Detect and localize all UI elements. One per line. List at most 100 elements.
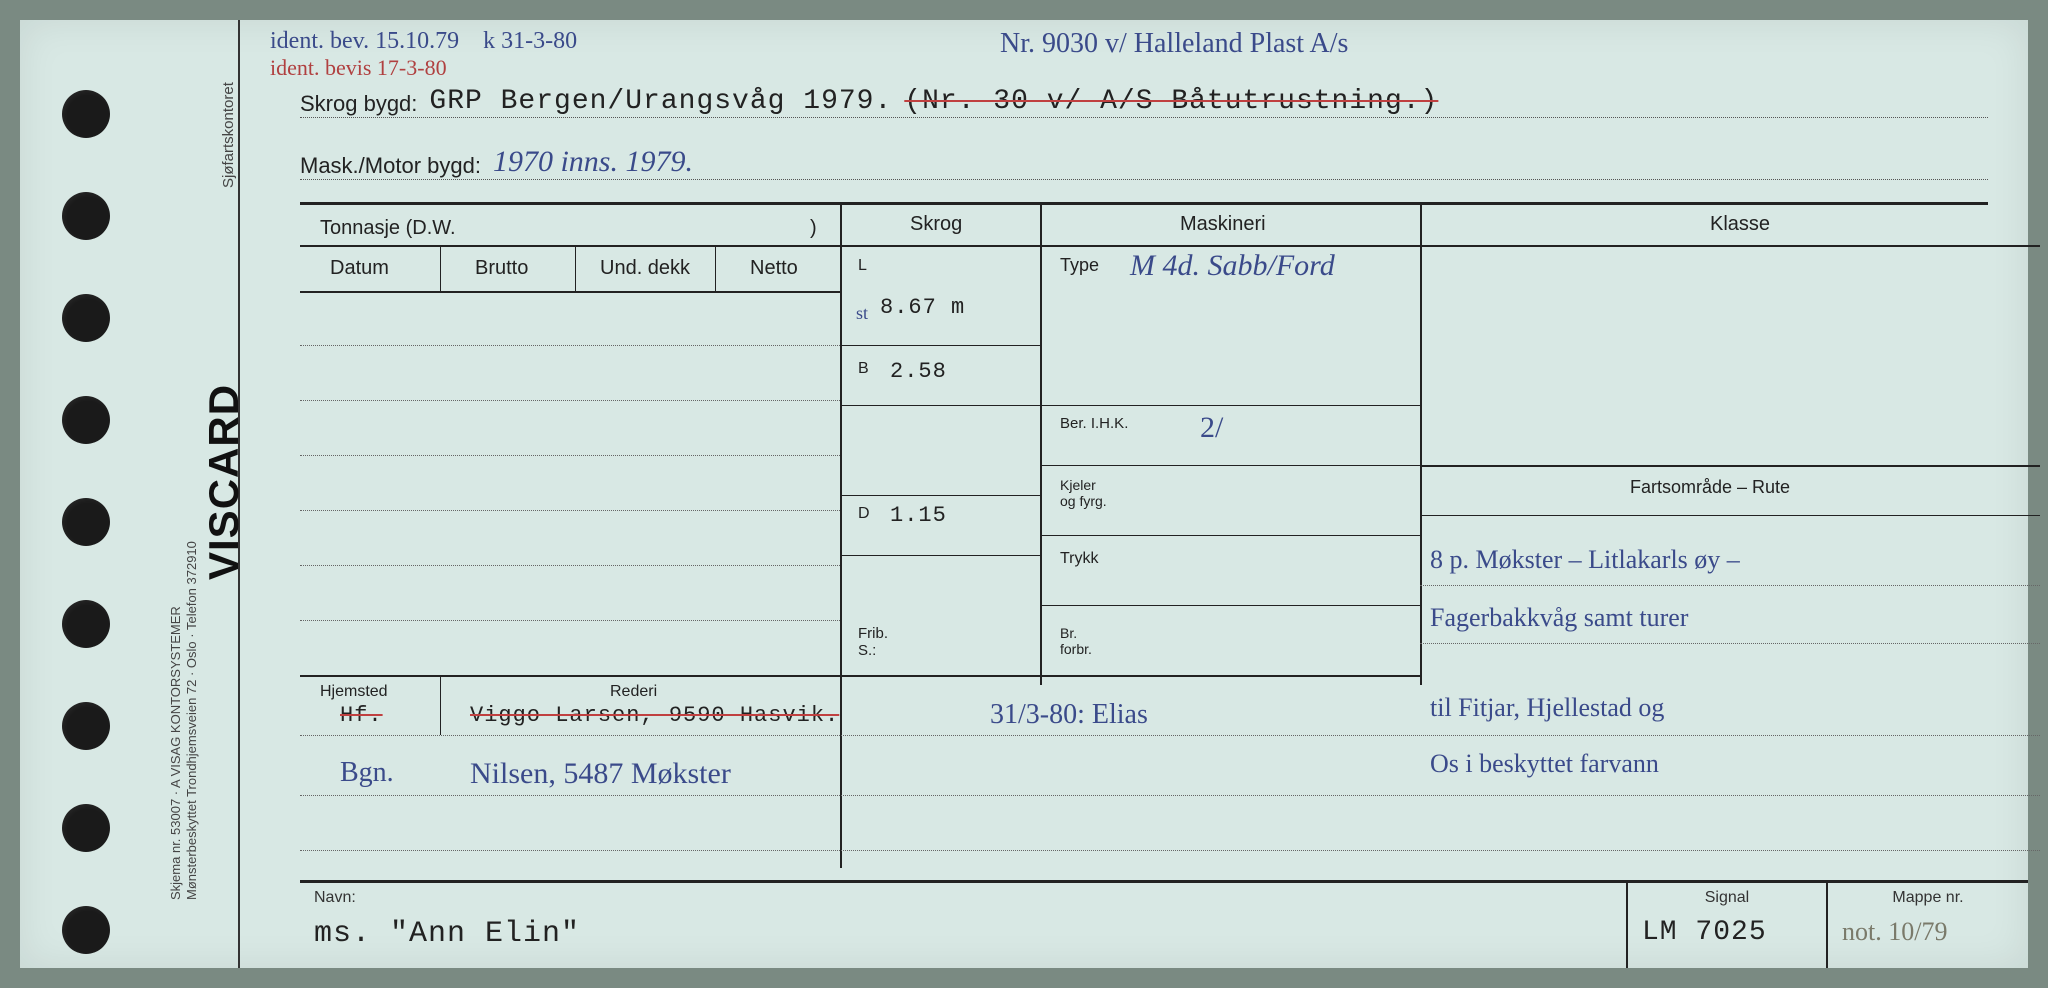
dotted-row — [300, 510, 840, 511]
value-navn: ms. "Ann Elin" — [314, 917, 1612, 951]
value-skrog-struck: (Nr. 30 v/ A/S Båtutrustning.) — [904, 86, 1438, 117]
bottom-navn-cell: Navn: ms. "Ann Elin" — [300, 883, 1628, 968]
punch-hole — [62, 294, 110, 342]
value-ber: 2/ — [1200, 411, 1223, 445]
label-skrog-bygd: Skrog bygd: — [300, 91, 417, 117]
hline — [1420, 465, 2040, 467]
label-motor-bygd: Mask./Motor bygd: — [300, 153, 481, 179]
hdr-kjeler: Kjeler og fyrg. — [1060, 477, 1107, 509]
dim-L: 8.67 m — [880, 295, 965, 320]
punch-hole — [62, 702, 110, 750]
bottom-bar: Navn: ms. "Ann Elin" Signal LM 7025 Mapp… — [300, 880, 2028, 968]
hline — [840, 345, 1040, 346]
hline — [1040, 535, 1420, 536]
dotted-row — [300, 795, 2040, 796]
value-mask-type: M 4d. Sabb/Ford — [1130, 249, 1335, 283]
dotted-row — [300, 850, 2040, 851]
col-divider — [1420, 205, 1422, 685]
hdr-trykk: Trykk — [1060, 550, 1099, 568]
main-table: Tonnasje (D.W. ) Skrog Maskineri Klasse … — [300, 202, 1988, 868]
hdr-netto: Netto — [750, 257, 798, 280]
sjofartskontoret: Sjøfartskontoret — [220, 82, 237, 188]
dotted-row — [1420, 585, 2040, 586]
nr-note: Nr. 9030 v/ Halleland Plast A/s — [1000, 28, 1348, 60]
hdr-brutto: Brutto — [475, 257, 528, 280]
scanned-card: VISCARD Skjema nr. 53007 · A VISAG KONTO… — [20, 20, 2028, 968]
label-signal: Signal — [1642, 889, 1812, 907]
hdr-datum: Datum — [330, 257, 389, 280]
rederi-line-2: Nilsen, 5487 Møkster — [470, 757, 731, 791]
punch-hole — [62, 396, 110, 444]
hdr-skrog: Skrog — [910, 213, 962, 236]
rederi-struck: Viggo Larsen, 9590 Hasvik. — [470, 703, 839, 728]
punch-hole — [62, 90, 110, 138]
vline — [575, 245, 576, 291]
hjemsted-1: Hf. — [340, 703, 383, 728]
hline — [300, 291, 840, 293]
value-skrog-bygd: GRP Bergen/Urangsvåg 1979. — [429, 86, 892, 117]
dotted-row — [300, 735, 2040, 736]
vline — [715, 245, 716, 291]
form-number: Skjema nr. 53007 · A VISAG KONTORSYSTEME… — [168, 606, 183, 900]
label-navn: Navn: — [314, 889, 1612, 907]
punch-hole — [62, 192, 110, 240]
hdr-farts: Fartsområde – Rute — [1630, 477, 1790, 498]
dotted-row — [1420, 643, 2040, 644]
value-mappe: not. 10/79 — [1842, 917, 2014, 947]
hdr-type: Type — [1060, 255, 1099, 276]
dim-B: 2.58 — [890, 359, 947, 384]
farts-line-2: Fagerbakkvåg samt turer — [1430, 603, 1688, 633]
hline — [840, 245, 2040, 247]
value-signal: LM 7025 — [1642, 917, 1812, 948]
card-body: ident. bev. 15.10.79 k 31-3-80 ident. be… — [240, 20, 2028, 968]
farts-line-1: 8 p. Møkster – Litlakarls øy – — [1430, 545, 1740, 575]
punch-hole — [62, 600, 110, 648]
hjemsted-2: Bgn. — [340, 757, 394, 789]
hdr-tonnasje-close: ) — [810, 217, 817, 240]
hline — [300, 675, 1420, 677]
hdr-ber: Ber. I.H.K. — [1060, 415, 1128, 432]
dim-L-prefix: st — [856, 303, 868, 324]
hdr-maskineri: Maskineri — [1180, 213, 1266, 236]
hline — [840, 555, 1040, 556]
hdr-rederi: Rederi — [610, 683, 657, 701]
punch-hole — [62, 804, 110, 852]
hdr-tonnasje: Tonnasje (D.W. — [320, 217, 456, 240]
ident-notes: ident. bev. 15.10.79 k 31-3-80 ident. be… — [270, 28, 577, 82]
hdr-hjemsted: Hjemsted — [320, 683, 388, 701]
form-address: Mønsterbeskyttet Trondhjemsveien 72 · Os… — [184, 541, 199, 900]
vline — [440, 245, 441, 291]
punch-strip — [20, 20, 150, 968]
hline — [840, 405, 1040, 406]
hdr-br: Br. forbr. — [1060, 625, 1092, 657]
vline — [440, 675, 441, 735]
dotted-row — [300, 565, 840, 566]
bottom-mappe-cell: Mappe nr. not. 10/79 — [1828, 883, 2028, 968]
dotted-row — [300, 620, 840, 621]
hdr-D: D — [858, 505, 870, 523]
rederi-after: 31/3-80: Elias — [990, 699, 1148, 731]
side-label-strip: VISCARD Skjema nr. 53007 · A VISAG KONTO… — [150, 20, 240, 968]
dotted-row — [300, 400, 840, 401]
hdr-klasse: Klasse — [1710, 213, 1770, 236]
row-motor-bygd: Mask./Motor bygd: 1970 inns. 1979. — [300, 138, 1988, 180]
value-motor-bygd: 1970 inns. 1979. — [493, 145, 693, 179]
hline — [1420, 515, 2040, 516]
dotted-row — [300, 345, 840, 346]
ident-note-1: ident. bev. 15.10.79 — [270, 28, 459, 54]
hline — [1040, 405, 1420, 406]
punch-hole — [62, 498, 110, 546]
farts-line-3: til Fitjar, Hjellestad og — [1430, 693, 1664, 723]
bottom-signal-cell: Signal LM 7025 — [1628, 883, 1828, 968]
hline — [840, 495, 1040, 496]
hdr-frib: Frib. S.: — [858, 625, 888, 659]
hdr-B: B — [858, 360, 869, 378]
row-skrog-bygd: Skrog bygd: GRP Bergen/Urangsvåg 1979. (… — [300, 76, 1988, 118]
hline — [300, 245, 840, 247]
hline — [1040, 465, 1420, 466]
dotted-row — [300, 455, 840, 456]
farts-line-4: Os i beskyttet farvann — [1430, 749, 1659, 779]
ident-note-3: k 31-3-80 — [483, 28, 577, 54]
col-divider — [1040, 205, 1042, 685]
punch-hole — [62, 906, 110, 954]
